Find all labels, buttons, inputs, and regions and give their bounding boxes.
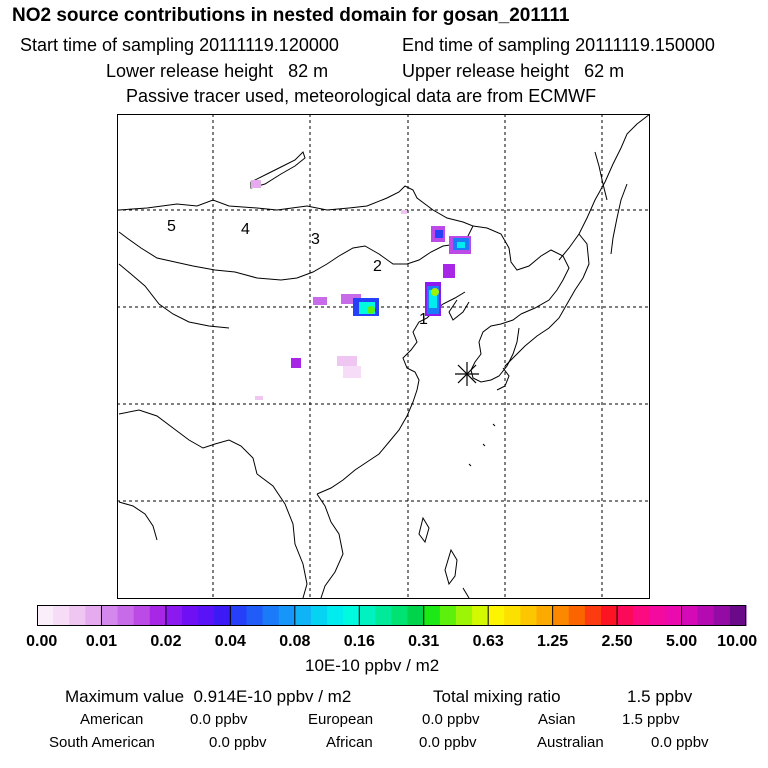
colorbar-cells [37, 605, 747, 626]
colorbar-cell [584, 605, 602, 626]
colorbar-cell [488, 605, 505, 626]
colorbar-cell [472, 605, 489, 626]
colorbar-tick-label: 0.02 [150, 633, 182, 650]
colorbar-cell [665, 605, 683, 626]
coastlines-borders [118, 114, 650, 599]
colorbar-cell [391, 605, 409, 626]
colorbar-cell [455, 605, 473, 626]
colorbar-cell [423, 605, 441, 626]
region-label-5: 5 [167, 218, 176, 235]
region-name-african: African [326, 734, 373, 751]
colorbar-units: 10E-10 ppbv / m2 [305, 656, 440, 675]
page-title: NO2 source contributions in nested domai… [12, 5, 570, 26]
map-frame [117, 114, 650, 599]
gridlines [117, 114, 650, 599]
data-source-note: Passive tracer used, meteorological data… [126, 86, 597, 106]
colorbar-cell [230, 605, 247, 626]
region-label-3: 3 [311, 231, 320, 248]
region-value-south-american: 0.0 ppbv [209, 734, 267, 751]
colorbar-tick-label: 2.50 [601, 633, 633, 650]
region-name-asian: Asian [538, 711, 576, 728]
colorbar-tick-label: 0.01 [85, 633, 118, 650]
region-label-2: 2 [373, 258, 382, 275]
colorbar-cell [327, 605, 344, 626]
colorbar-cell [165, 605, 183, 626]
colorbar-tick-label: 1.25 [537, 633, 569, 650]
colorbar-tick-label: 0.63 [472, 633, 504, 650]
colorbar-tick-label: 0.00 [26, 633, 58, 650]
region-name-australian: Australian [537, 734, 604, 751]
colorbar-cell [617, 605, 634, 626]
colorbar-cell [101, 605, 119, 626]
region-value-american: 0.0 ppbv [190, 711, 248, 728]
colorbar-cell [198, 605, 215, 626]
colorbar-cell [536, 605, 554, 626]
region-label-4: 4 [241, 221, 250, 238]
region-labels: 1 2 3 4 5 [167, 218, 428, 328]
asterisk-icon [455, 362, 479, 386]
colorbar-cell [681, 605, 699, 626]
colorbar-dividers [100, 605, 683, 626]
colorbar-cell [649, 605, 666, 626]
region-name-south-american: South American [49, 734, 155, 751]
colorbar-cell [133, 605, 151, 626]
colorbar-cell [552, 605, 570, 626]
colorbar-tick-label: 10.00 [717, 633, 758, 650]
colorbar-cell [53, 605, 70, 626]
colorbar-frame [37, 605, 746, 626]
colorbar-cell [37, 605, 54, 626]
colorbar-cell [375, 605, 392, 626]
region-value-european: 0.0 ppbv [422, 711, 480, 728]
max-value-label: Maximum value 0.914E-10 ppbv / m2 [65, 687, 352, 706]
total-mixing-label: Total mixing ratio [433, 687, 561, 706]
start-time-label: Start time of sampling 20111119.120000 [20, 35, 339, 55]
colorbar-cell [69, 605, 86, 626]
colorbar-cell [600, 605, 618, 626]
colorbar-cell [633, 605, 650, 626]
colorbar-cell [520, 605, 538, 626]
colorbar-cell [246, 605, 264, 626]
concentration-blobs [251, 180, 471, 400]
region-value-asian: 1.5 ppbv [622, 711, 680, 728]
colorbar-cell [343, 605, 360, 626]
map-panel: 1 2 3 4 5 [117, 114, 650, 599]
colorbar-cell [117, 605, 135, 626]
colorbar-cell [713, 605, 731, 626]
colorbar-tick-label: 0.04 [214, 633, 246, 650]
upper-height-label: Upper release height 62 m [402, 61, 625, 81]
colorbar-cell [568, 605, 586, 626]
total-mixing-value: 1.5 ppbv [627, 687, 693, 706]
colorbar-cell [278, 605, 296, 626]
end-time-label: End time of sampling 20111119.150000 [402, 35, 715, 55]
colorbar-cell [504, 605, 521, 626]
colorbar-tick-label: 0.31 [408, 633, 440, 650]
lower-height-label: Lower release height 82 m [106, 61, 329, 81]
colorbar-cell [182, 605, 199, 626]
colorbar [37, 605, 747, 626]
colorbar-cell [262, 605, 280, 626]
region-value-australian: 0.0 ppbv [651, 734, 709, 751]
colorbar-cell [214, 605, 231, 626]
region-value-african: 0.0 ppbv [419, 734, 477, 751]
colorbar-tick-label: 5.00 [665, 633, 698, 650]
colorbar-cell [697, 605, 715, 626]
colorbar-cell [310, 605, 328, 626]
colorbar-cell [729, 605, 747, 626]
colorbar-tick-label: 0.08 [279, 633, 311, 650]
colorbar-tick-label: 0.16 [343, 633, 375, 650]
colorbar-cell [407, 605, 425, 626]
region-name-american: American [80, 711, 144, 728]
colorbar-cell [149, 605, 167, 626]
colorbar-cell [359, 605, 376, 626]
region-label-1: 1 [419, 311, 428, 328]
colorbar-cell [85, 605, 102, 626]
colorbar-cell [294, 605, 312, 626]
colorbar-cell [439, 605, 457, 626]
region-name-european: European [308, 711, 374, 728]
